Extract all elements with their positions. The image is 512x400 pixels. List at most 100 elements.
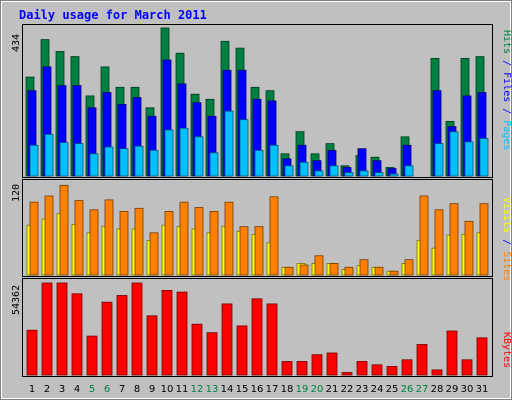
day-label: 1	[29, 384, 35, 395]
sites-bar	[209, 210, 219, 276]
pages-bar	[434, 143, 444, 177]
visits-legend: Visits / Sites	[501, 197, 512, 281]
sites-bar	[29, 201, 39, 276]
kbytes-bar	[101, 301, 113, 376]
day-label: 21	[326, 384, 339, 395]
kbytes-bar	[146, 315, 158, 376]
legend-hits: Hits	[501, 30, 512, 54]
kbytes-bar	[386, 366, 398, 376]
pages-bar	[224, 110, 234, 177]
pages-bar	[344, 172, 354, 177]
day-label: 15	[236, 384, 249, 395]
kbytes-bar	[341, 372, 353, 376]
day-label: 14	[221, 384, 234, 395]
kbytes-bar	[161, 289, 173, 376]
x-axis-day-labels: 1 2 3 4 5 6 7 8 9 10 11 12 13 14 15 16 17 18 19 20 21 22 23 24 2…	[29, 384, 489, 395]
kbytes-bar	[71, 293, 83, 376]
kbytes-bar	[191, 323, 203, 376]
pages-bar	[389, 173, 399, 177]
pages-bar	[89, 153, 99, 177]
day-label: 17	[266, 384, 279, 395]
day-label: 16	[251, 384, 264, 395]
sites-bar	[134, 207, 144, 276]
kbytes-bar	[266, 303, 278, 376]
pages-bar	[194, 136, 204, 177]
kbytes-bar	[221, 303, 233, 376]
day-label: 10	[161, 384, 174, 395]
pages-bar	[329, 165, 339, 177]
sites-bar	[44, 195, 54, 276]
day-label: 18	[281, 384, 294, 395]
day-label: 30	[461, 384, 474, 395]
pages-bar	[119, 148, 129, 177]
kbytes-bar	[26, 329, 38, 376]
day-label: 13	[206, 384, 219, 395]
day-label: 5	[89, 384, 95, 395]
kbytes-bar	[236, 325, 248, 376]
sites-bar	[344, 266, 354, 276]
kbytes-bar	[416, 344, 428, 376]
pages-bar	[359, 170, 369, 177]
sites-bar	[404, 259, 414, 276]
pages-bar	[464, 141, 474, 177]
kbytes-bar	[296, 361, 308, 376]
pages-bar	[164, 129, 174, 177]
pages-bar	[74, 143, 84, 177]
pages-bar	[254, 149, 264, 177]
kbytes-bar	[476, 337, 488, 376]
pages-bar	[404, 165, 414, 177]
sites-bar	[434, 209, 444, 276]
sites-bar	[329, 263, 339, 276]
legend-sep-2: /	[501, 102, 512, 120]
kbytes-bar	[401, 359, 413, 376]
pages-bar	[59, 142, 69, 177]
kbytes-bar	[56, 282, 68, 376]
visits-axis-max: 120	[11, 184, 22, 202]
kbytes-bar	[356, 361, 368, 376]
day-label: 19	[296, 384, 309, 395]
sites-bar	[269, 196, 279, 276]
pages-bar	[149, 149, 159, 177]
day-label: 29	[446, 384, 459, 395]
pages-bar	[449, 131, 459, 177]
pages-bar	[239, 119, 249, 177]
day-label: 11	[176, 384, 189, 395]
legend-pages: Pages	[501, 120, 512, 150]
pages-bar	[44, 133, 54, 177]
kbytes-bar	[461, 359, 473, 376]
day-label: 2	[44, 384, 50, 395]
kbytes-bar	[311, 354, 323, 376]
day-label: 3	[59, 384, 65, 395]
day-label: 4	[74, 384, 80, 395]
hits-legend: Hits / Files / Pages	[501, 30, 512, 150]
hits-axis-max: 434	[11, 34, 22, 52]
sites-bar	[194, 207, 204, 276]
legend-sep-3: /	[501, 233, 512, 251]
sites-bar	[74, 200, 84, 276]
sites-bar	[254, 226, 264, 276]
day-label: 25	[386, 384, 399, 395]
kbytes-bar	[326, 352, 338, 376]
kbytes-bar	[206, 332, 218, 376]
sites-bar	[224, 201, 234, 276]
kbytes-bar	[131, 282, 143, 376]
day-label: 7	[119, 384, 125, 395]
pages-bar	[284, 165, 294, 177]
pages-bar	[104, 146, 114, 177]
kbytes-bar	[251, 298, 263, 376]
sites-bar	[104, 199, 114, 276]
kbytes-bar	[446, 330, 458, 376]
pages-bar	[374, 172, 384, 177]
kbytes-bar	[41, 282, 53, 376]
legend-files: Files	[501, 72, 512, 102]
day-label: 31	[476, 384, 489, 395]
kbytes-bar	[281, 361, 293, 376]
day-label: 24	[371, 384, 384, 395]
day-label: 20	[311, 384, 324, 395]
pages-bar	[134, 145, 144, 177]
pages-bar	[29, 144, 39, 177]
pages-bar	[269, 144, 279, 177]
sites-bar	[59, 184, 69, 276]
kbytes-bar	[116, 295, 128, 376]
sites-bar	[164, 210, 174, 276]
